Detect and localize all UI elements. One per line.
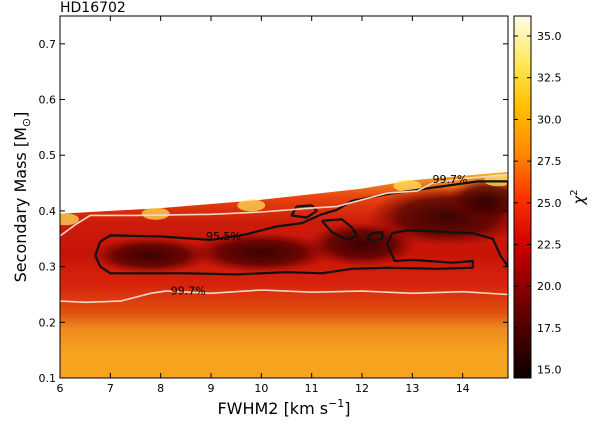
minimum-blob-4: [447, 177, 508, 222]
x-tick-label: 11: [305, 382, 319, 395]
highlight-spot-1: [141, 207, 170, 220]
contour-line-0-2: [320, 218, 359, 241]
y-tick-label: 0.4: [39, 205, 57, 218]
colorbar-tick-label: 30.0: [537, 113, 562, 126]
y-tick-label: 0.5: [39, 149, 57, 162]
plot-frame: [59, 15, 509, 379]
chart-title: HD16702: [60, 0, 126, 16]
contour-line-2-0: [60, 289, 508, 304]
x-axis-ticks: 6 7 8 9 10 11 12 13 14: [57, 16, 470, 395]
colorbar-tick-label: 27.5: [537, 155, 562, 168]
colorbar-label: χ2: [569, 189, 588, 205]
contour-line-0-1: [290, 204, 318, 219]
x-tick-label: 12: [355, 382, 369, 395]
colorbar: 15.0 17.5 20.0 22.5 25.0 27.5 30.0 32.5 35.0 χ2: [513, 15, 588, 379]
colorbar-tick-label: 35.0: [537, 30, 562, 43]
y-tick-label: 0.7: [39, 38, 57, 51]
colorbar-tick-label: 25.0: [537, 197, 562, 210]
y-axis-ticks: 0.1 0.2 0.3 0.4 0.5 0.6 0.7: [39, 38, 508, 385]
plot-area: 95.5% 99.7% 99.7%: [60, 16, 508, 378]
highlight-spot-0: [60, 213, 80, 226]
x-tick-label: 6: [57, 382, 64, 395]
x-tick-label: 7: [107, 382, 114, 395]
contour-line-0-0: [94, 180, 508, 276]
colorbar-tick-label: 15.0: [537, 364, 562, 377]
contour-line-0-3: [366, 231, 384, 243]
heatmap-edge-highlights: [60, 174, 508, 226]
x-axis-label: FWHM2 [km s−1]: [217, 397, 350, 418]
x-tick-label: 10: [254, 382, 268, 395]
y-axis-label: Secondary Mass [M⊙]: [11, 112, 33, 283]
highlight-spot-3: [393, 179, 422, 192]
y-tick-label: 0.6: [39, 94, 57, 107]
confidence-contours: 95.5% 99.7% 99.7%: [60, 173, 508, 304]
contour-label-2: 99.7%: [171, 284, 206, 297]
colorbar-tick-label: 22.5: [537, 239, 562, 252]
colorbar-tick-label: 32.5: [537, 72, 562, 85]
minimum-blob-1: [191, 232, 332, 273]
contour-line-1-0: [60, 173, 508, 237]
colorbar-gradient: [513, 15, 532, 379]
y-tick-label: 0.2: [39, 316, 57, 329]
colorbar-tick-label: 20.0: [537, 280, 562, 293]
highlight-spot-2: [237, 199, 266, 212]
x-tick-label: 8: [157, 382, 164, 395]
x-tick-label: 9: [208, 382, 215, 395]
highlight-spot-4: [483, 174, 508, 187]
contour-label-1: 99.7%: [432, 173, 467, 186]
x-tick-label: 13: [405, 382, 419, 395]
x-tick-label: 14: [456, 382, 470, 395]
colorbar-tick-label: 17.5: [537, 322, 562, 335]
contour-label-0: 95.5%: [206, 230, 241, 243]
y-tick-label: 0.3: [39, 261, 57, 274]
colorbar-ticks: 15.0 17.5 20.0 22.5 25.0 27.5 30.0 32.5 35.0: [514, 30, 562, 377]
minimum-blob-0: [90, 237, 211, 274]
y-tick-label: 0.1: [39, 372, 57, 385]
